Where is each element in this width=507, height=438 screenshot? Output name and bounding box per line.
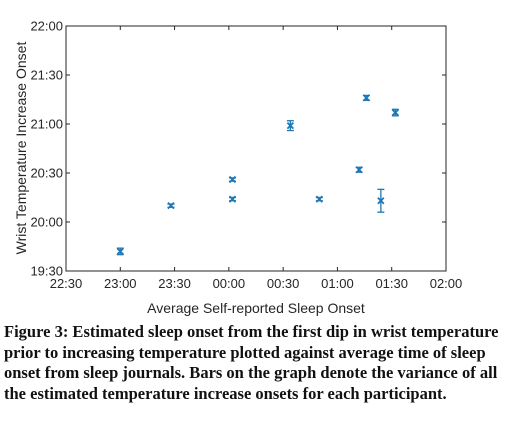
x-marker	[167, 202, 175, 210]
x-marker	[391, 108, 399, 117]
plot-frame	[65, 25, 447, 272]
x-marker	[362, 94, 371, 102]
x-tick-label: 01:30	[375, 276, 408, 291]
y-tick-label: 21:00	[30, 117, 63, 132]
x-tick-label: 22:30	[50, 276, 83, 291]
x-axis-title: Average Self-reported Sleep Onset	[147, 300, 365, 316]
x-tick-label: 00:00	[213, 276, 246, 291]
y-axis-title: Wrist Temperature Increase Onset	[13, 42, 29, 255]
y-axis: 19:30 20:00 20:30 21:00 21:30 22:00	[30, 19, 446, 279]
x-tick-label: 00:30	[267, 276, 300, 291]
x-marker	[228, 175, 237, 184]
x-marker	[286, 121, 295, 130]
y-tick-label: 19:30	[30, 264, 63, 279]
data-point	[315, 195, 323, 203]
y-tick-label: 22:00	[30, 19, 63, 34]
data-point	[391, 108, 399, 117]
figure-caption: Figure 3: Estimated sleep onset from the…	[4, 322, 499, 403]
x-marker	[116, 247, 124, 256]
scatter-chart: 22:30 23:00 23:30 00:00 00:30 01:00 01:30 02:00…	[13, 19, 463, 317]
y-tick-label: 21:30	[30, 68, 63, 83]
y-tick-label: 20:00	[30, 215, 63, 230]
data-point	[286, 120, 295, 132]
x-tick-label: 02:00	[430, 276, 463, 291]
x-marker	[355, 166, 363, 174]
data-point	[228, 195, 237, 203]
x-tick-label: 01:00	[321, 276, 354, 291]
data-point	[228, 175, 237, 184]
data-point	[116, 247, 124, 256]
data-point	[377, 188, 385, 213]
y-tick-label: 20:30	[30, 166, 63, 181]
x-tick-label: 23:30	[158, 276, 191, 291]
x-axis: 22:30 23:00 23:30 00:00 00:30 01:00 01:30 02:00	[50, 26, 463, 291]
x-marker	[377, 197, 385, 205]
data-point	[362, 94, 371, 102]
data-point	[167, 202, 175, 210]
x-marker	[228, 195, 237, 203]
data-series	[116, 94, 399, 256]
x-tick-label: 23:00	[104, 276, 137, 291]
x-marker	[315, 195, 323, 203]
data-point	[355, 166, 363, 174]
